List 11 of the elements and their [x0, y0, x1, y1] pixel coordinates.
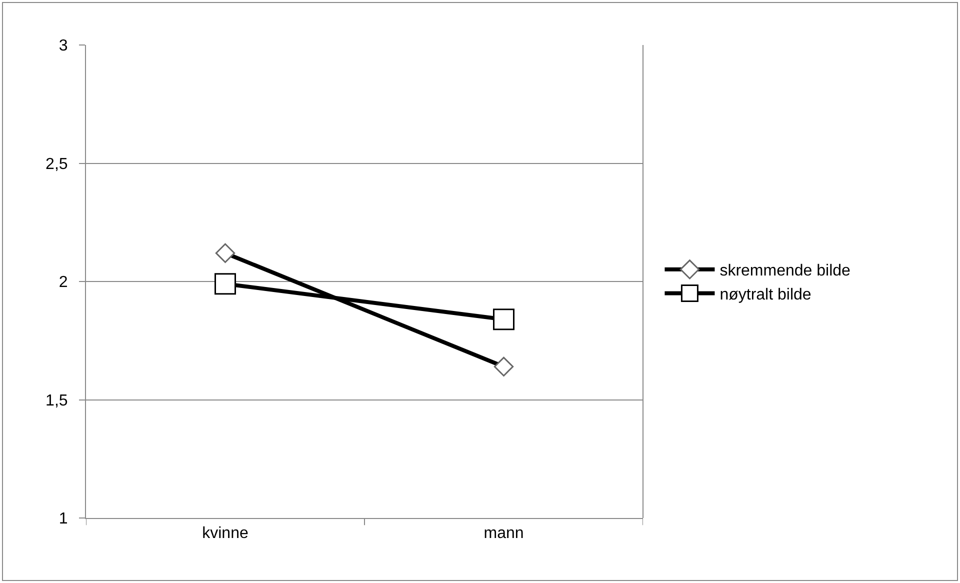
point [493, 308, 514, 330]
y-tick-label: 1,5 [46, 392, 68, 410]
legend-label: nøytralt bilde [720, 286, 812, 304]
y-tick-label: 1 [58, 510, 68, 528]
y-tick-label: 2 [58, 274, 68, 292]
y-tick-label: 3 [58, 38, 68, 55]
point [214, 273, 236, 295]
x-tick-label: mann [484, 525, 524, 542]
x-tick-label: kvinne [202, 525, 248, 542]
y-tick-label: 2,5 [46, 156, 68, 173]
legend-label: skremmende bilde [720, 262, 851, 280]
